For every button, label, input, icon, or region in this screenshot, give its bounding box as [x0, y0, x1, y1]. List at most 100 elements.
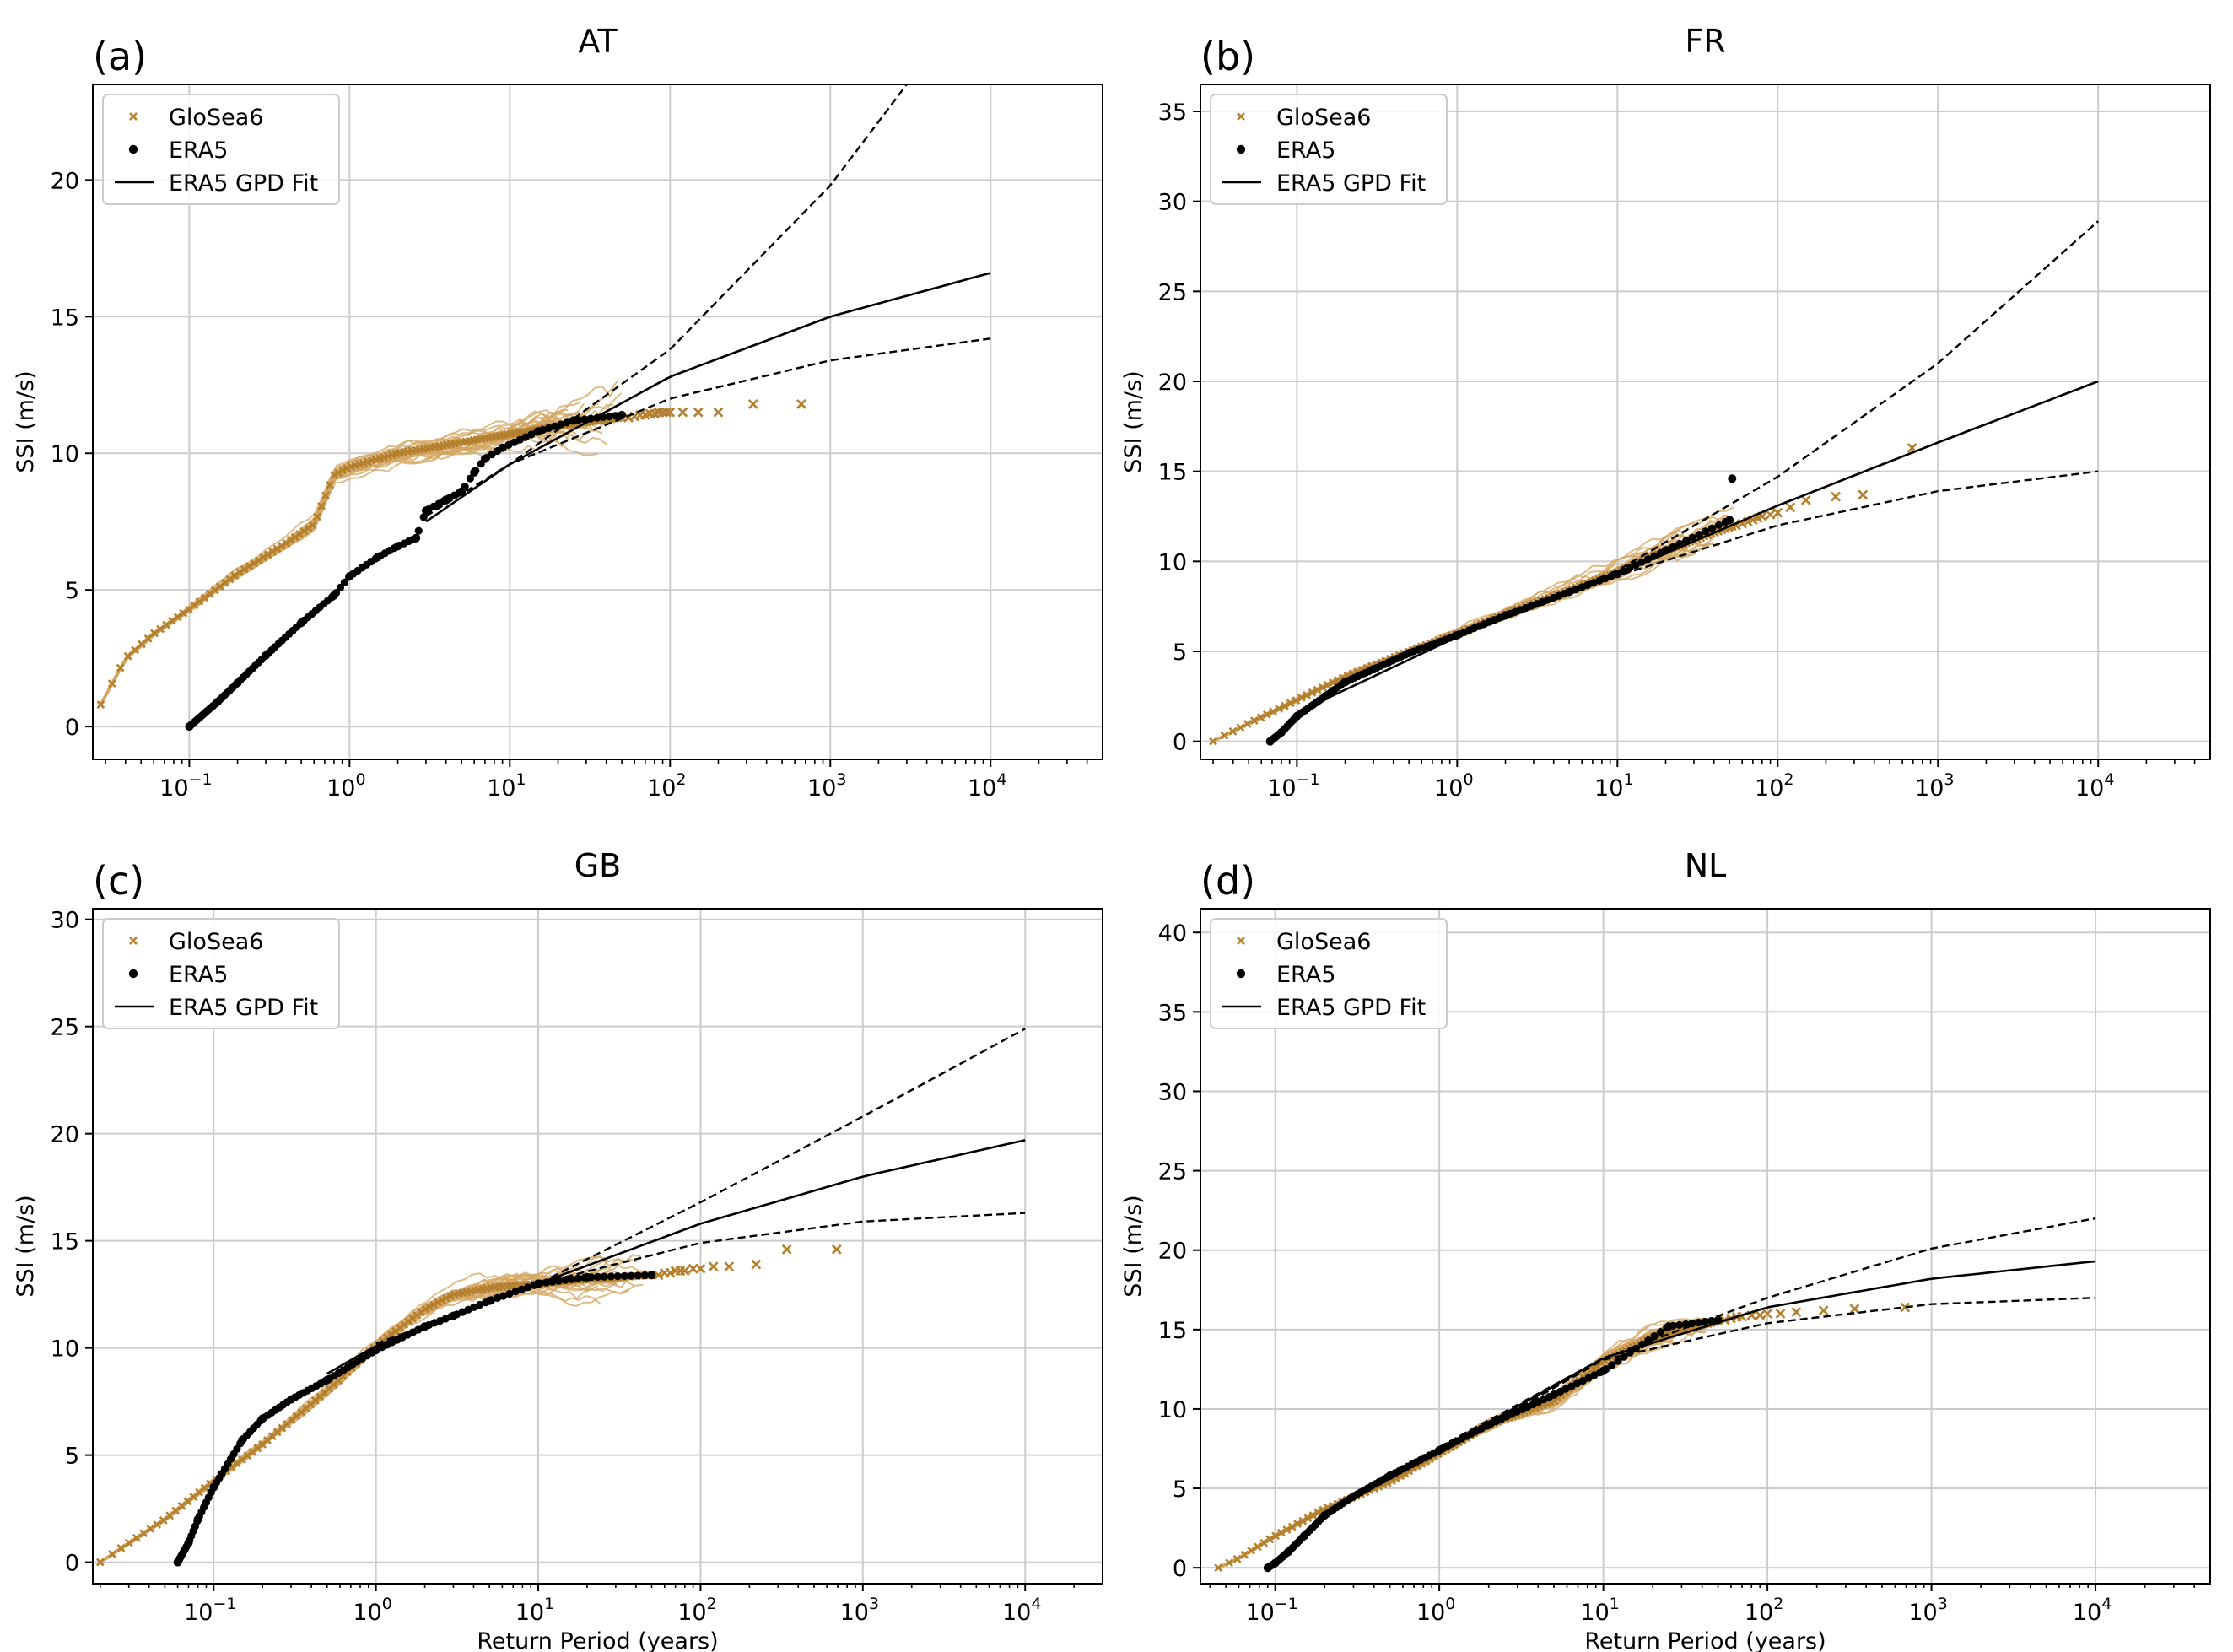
era5-point — [569, 416, 578, 425]
legend: GloSea6 ERA5 ERA5 GPD Fit — [102, 94, 340, 205]
era5-point — [1263, 1563, 1272, 1573]
legend-era5-label: ERA5 — [1276, 138, 1335, 164]
glosea6-point — [429, 1300, 439, 1309]
glosea6-markers — [95, 1244, 842, 1567]
x-axis-label: Return Period (years) — [1584, 1628, 1826, 1652]
glosea6-point — [1259, 1538, 1269, 1547]
glosea6-member-line — [100, 1273, 626, 1564]
glosea6-member-line — [1217, 1340, 1675, 1569]
x-tick-exponent: 0 — [355, 770, 365, 789]
legend-era5-label: ERA5 — [1276, 962, 1335, 988]
glosea6-point — [317, 501, 326, 510]
era5-point — [612, 412, 620, 420]
panel-label: (c) — [93, 858, 144, 904]
era5-point — [1644, 1336, 1653, 1345]
x-tick-label: 101 — [487, 770, 526, 802]
y-tick-label: 25 — [51, 1015, 79, 1041]
era5-point — [185, 722, 194, 732]
legend-box — [102, 94, 340, 205]
x-tick-label: 10−1 — [184, 1595, 236, 1626]
glosea6-point — [1818, 1305, 1829, 1316]
y-axis-label: SSI (m/s) — [1120, 370, 1146, 472]
era5-point — [412, 533, 421, 543]
era5-point — [1695, 531, 1703, 539]
glosea6-point — [1232, 1554, 1242, 1563]
glosea6-point — [95, 1558, 105, 1567]
era5-points — [1263, 1315, 1723, 1573]
glosea6-point — [831, 1244, 842, 1255]
glosea6-member-line — [100, 410, 581, 706]
glosea6-point — [1308, 1511, 1318, 1520]
y-tick-label: 25 — [1158, 1159, 1187, 1185]
x-tick-exponent: −1 — [213, 1595, 236, 1613]
era5-point — [340, 578, 349, 586]
era5-points — [185, 410, 627, 732]
glosea6-point — [1292, 696, 1301, 705]
glosea6-member-line — [100, 1258, 638, 1563]
glosea6-member-line — [100, 1272, 608, 1563]
era5-point — [457, 487, 467, 496]
y-tick-label: 20 — [1158, 1239, 1187, 1265]
glosea6-point — [441, 1293, 450, 1303]
x-tick-label: 100 — [1416, 1595, 1455, 1626]
glosea6-member-line — [100, 416, 580, 705]
era5-point — [634, 1271, 642, 1280]
plot-area — [95, 1028, 1026, 1567]
grid — [1200, 909, 2210, 1584]
era5-point — [373, 553, 382, 562]
era5-point — [568, 1275, 576, 1283]
glosea6-point — [338, 466, 348, 475]
era5-point — [1270, 1558, 1280, 1568]
legend-gpd-label: ERA5 GPD Fit — [1276, 995, 1426, 1021]
glosea6-point — [139, 1529, 148, 1538]
era5-point — [262, 651, 270, 660]
era5-point — [498, 443, 507, 452]
legend-glosea6-label: GloSea6 — [1276, 929, 1371, 955]
gpd-lower-bound — [375, 1212, 1026, 1345]
y-tick-label: 15 — [1158, 1318, 1187, 1344]
x-tick-exponent: 4 — [2101, 1595, 2112, 1613]
glosea6-point — [153, 1520, 162, 1529]
glosea6-member-line — [100, 1271, 646, 1563]
glosea6-point — [724, 1261, 735, 1272]
gpd-fit-line — [425, 272, 991, 523]
glosea6-point — [173, 613, 182, 622]
glosea6-point — [425, 1303, 434, 1311]
era5-point — [1708, 524, 1717, 532]
y-tick-label: 0 — [65, 1551, 79, 1577]
glosea6-point — [1275, 705, 1284, 713]
glosea6-point — [1791, 1307, 1802, 1318]
glosea6-point — [1243, 720, 1252, 728]
glosea6-member-line — [1217, 1330, 1706, 1568]
glosea6-point — [1858, 489, 1869, 500]
y-tick-label: 10 — [51, 441, 79, 467]
glosea6-point — [796, 399, 806, 409]
glosea6-member-line — [100, 414, 601, 707]
y-tick-label: 15 — [51, 1229, 79, 1255]
era5-point — [607, 1272, 615, 1281]
glosea6-member-line — [100, 1271, 632, 1563]
era5-point — [414, 526, 423, 535]
gpd-lower-bound — [1456, 470, 2099, 639]
x-tick-label: 103 — [807, 770, 846, 802]
x-tick-exponent: 3 — [1944, 770, 1954, 789]
panel-title: GB — [574, 847, 622, 884]
era5-point — [533, 427, 542, 436]
x-tick-exponent: 0 — [1445, 1595, 1455, 1613]
era5-point — [1590, 1371, 1599, 1379]
glosea6-point — [708, 1261, 719, 1272]
y-tick-label: 0 — [1173, 730, 1187, 756]
glosea6-point — [1755, 1309, 1766, 1320]
y-tick-label: 30 — [51, 908, 79, 934]
legend: GloSea6 ERA5 ERA5 GPD Fit — [102, 918, 340, 1029]
legend-glosea6-label: GloSea6 — [169, 929, 263, 955]
glosea6-point — [657, 407, 668, 418]
glosea6-member-line — [1212, 553, 1697, 742]
era5-point — [1664, 1322, 1673, 1331]
glosea6-point — [146, 1525, 155, 1533]
glosea6-point — [1262, 710, 1271, 719]
glosea6-point — [1800, 494, 1811, 505]
glosea6-point — [1849, 1304, 1860, 1315]
y-tick-label: 0 — [1173, 1556, 1187, 1582]
